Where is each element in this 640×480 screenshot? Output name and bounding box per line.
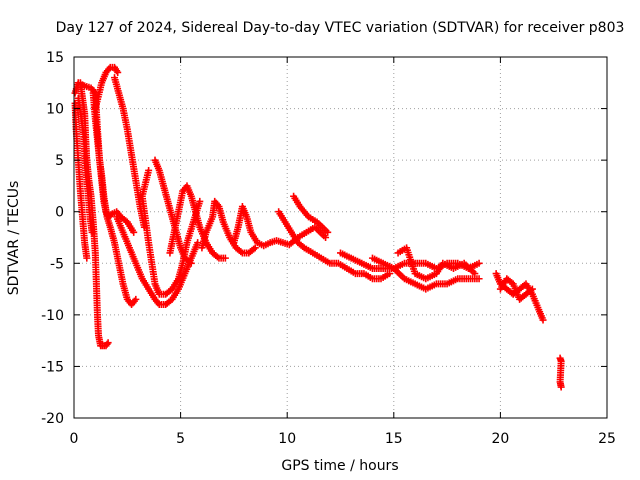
x-tick-label: 5 (176, 431, 185, 447)
data-track (275, 208, 394, 283)
data-track (368, 254, 483, 293)
data-track (230, 203, 330, 250)
data-point (324, 228, 332, 236)
data-points (71, 63, 565, 391)
data-track (496, 275, 536, 303)
y-tick-labels: 15 10 5 0 -5 -10 -15 -20 (41, 50, 64, 427)
data-point (130, 228, 138, 236)
x-tick-label: 20 (491, 431, 509, 447)
data-point (539, 316, 547, 324)
y-tick-label: 5 (55, 153, 64, 169)
data-track (198, 197, 259, 257)
plot-frame (73, 56, 608, 419)
y-tick-label: -10 (41, 308, 64, 324)
data-point (132, 295, 140, 303)
data-point (83, 254, 91, 262)
data-point (88, 228, 96, 236)
y-tick-label: 10 (46, 102, 64, 118)
x-tick-label: 25 (598, 431, 616, 447)
y-tick-label: 0 (55, 205, 64, 221)
axis-ticks (73, 56, 608, 419)
grid (74, 57, 607, 418)
y-axis-label: SDTVAR / TECUs (6, 181, 22, 296)
data-point (322, 234, 330, 241)
data-point (475, 259, 483, 267)
data-point (528, 285, 536, 293)
data-point (196, 197, 204, 205)
x-tick-label: 15 (385, 431, 403, 447)
chart-title: Day 127 of 2024, Sidereal Day-to-day VTE… (56, 20, 625, 36)
data-point (475, 275, 483, 283)
data-track (91, 63, 122, 113)
data-track (74, 94, 96, 236)
y-tick-label: -15 (41, 359, 64, 375)
x-tick-label: 0 (70, 431, 79, 447)
data-point (471, 270, 479, 278)
x-tick-labels: 0 5 10 15 20 25 (70, 431, 616, 447)
y-tick-label: 15 (46, 50, 64, 66)
data-point (187, 259, 195, 267)
data-point (221, 254, 229, 262)
data-point (557, 383, 565, 391)
x-tick-label: 10 (278, 431, 296, 447)
y-tick-label: -5 (50, 256, 64, 272)
data-point (104, 339, 112, 347)
data-track (556, 354, 565, 391)
data-track (111, 74, 148, 231)
data-point (251, 244, 259, 252)
data-point (114, 68, 122, 76)
y-tick-label: -20 (41, 411, 64, 427)
data-track (394, 244, 479, 283)
x-axis-label: GPS time / hours (281, 458, 398, 474)
data-track (89, 89, 140, 309)
data-track (71, 99, 91, 262)
data-track (290, 192, 332, 236)
